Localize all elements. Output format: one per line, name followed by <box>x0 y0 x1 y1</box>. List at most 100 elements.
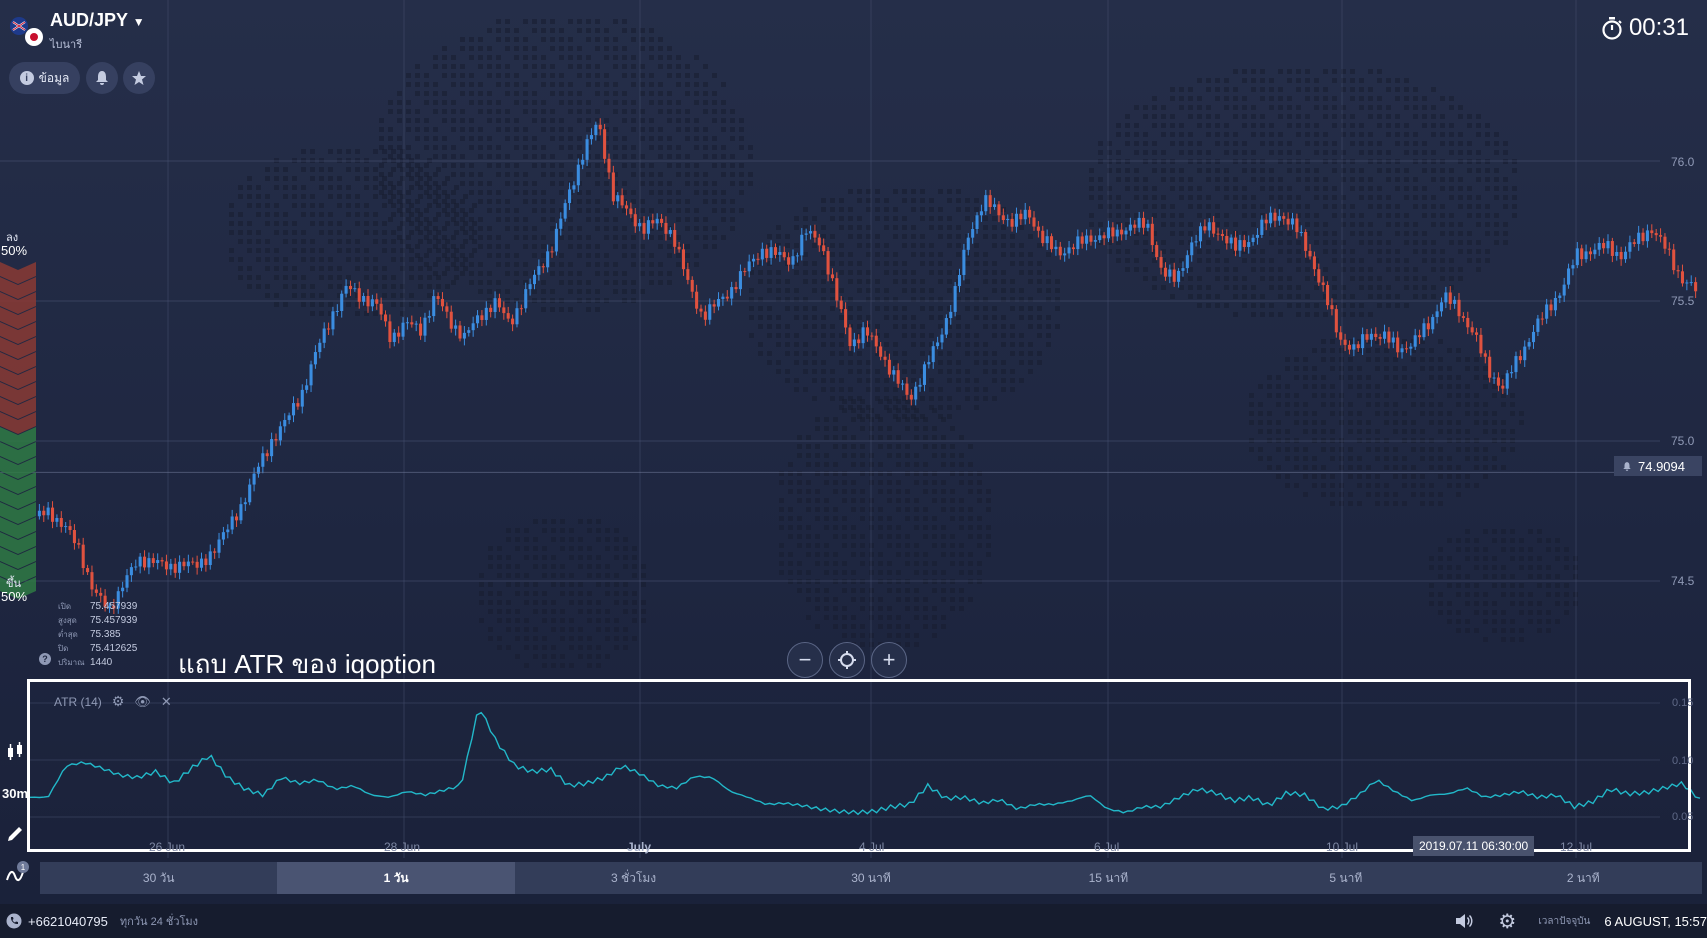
map-dot <box>929 351 934 356</box>
map-dot <box>806 444 811 449</box>
map-dot <box>415 217 420 222</box>
timeframe-tab[interactable]: 30 วัน <box>142 870 175 885</box>
map-dot <box>730 118 735 123</box>
map-dot <box>914 417 919 422</box>
map-dot <box>1411 465 1416 470</box>
eye-icon[interactable]: 👁 <box>134 693 151 709</box>
price-chart[interactable] <box>0 0 1707 858</box>
map-dot <box>860 624 865 629</box>
favorite-button[interactable] <box>123 62 155 94</box>
support-phone[interactable]: +6621040795 <box>6 913 108 929</box>
map-dot <box>247 275 252 280</box>
timeframe-tab[interactable]: 30 นาที <box>851 870 891 885</box>
indicators-button[interactable]: 1 <box>0 857 30 895</box>
map-dot <box>1501 538 1506 543</box>
map-dot <box>839 387 844 392</box>
ohlc-row: เปิด 75.457939 <box>58 600 137 614</box>
map-dot <box>803 351 808 356</box>
map-dot <box>469 190 474 195</box>
help-icon[interactable]: ? <box>39 653 51 665</box>
map-dot <box>815 489 820 494</box>
map-dot <box>1296 213 1301 218</box>
candle-body <box>173 563 177 573</box>
map-dot <box>1456 420 1461 425</box>
map-dot <box>433 199 438 204</box>
map-dot <box>532 73 537 78</box>
zoom-in-button[interactable]: + <box>871 642 907 678</box>
map-dot <box>1440 96 1445 101</box>
map-dot <box>851 525 856 530</box>
speaker-icon[interactable] <box>1454 912 1474 930</box>
map-dot <box>950 444 955 449</box>
timeframe-tab[interactable]: 5 นาที <box>1329 870 1363 885</box>
map-dot <box>400 221 405 226</box>
map-dot <box>857 216 862 221</box>
map-dot <box>1278 141 1283 146</box>
map-dot <box>839 342 844 347</box>
map-dot <box>1350 69 1355 74</box>
map-dot <box>658 100 663 105</box>
map-dot <box>1251 132 1256 137</box>
drawing-tools-button[interactable] <box>0 815 30 853</box>
map-dot <box>1519 411 1524 416</box>
map-dot <box>400 194 405 199</box>
map-dot <box>1242 78 1247 83</box>
map-dot <box>1465 601 1470 606</box>
map-dot <box>541 109 546 114</box>
candle-body <box>594 124 598 136</box>
map-dot <box>1206 303 1211 308</box>
map-dot <box>860 489 865 494</box>
map-dot <box>550 127 555 132</box>
timeframe-tab[interactable]: 1 วัน <box>277 862 515 894</box>
asset-flag-icon[interactable] <box>6 14 44 48</box>
recenter-button[interactable] <box>829 642 865 678</box>
map-dot <box>923 444 928 449</box>
asset-selector[interactable]: AUD/JPY ▼ <box>50 10 145 31</box>
map-dot <box>905 606 910 611</box>
close-icon[interactable]: ✕ <box>160 693 172 709</box>
map-dot <box>436 212 441 217</box>
map-dot <box>478 280 483 285</box>
zoom-out-button[interactable]: − <box>787 642 823 678</box>
map-dot <box>532 154 537 159</box>
map-dot <box>568 172 573 177</box>
timeframe-tab[interactable]: 2 นาที <box>1566 870 1600 885</box>
map-dot <box>301 203 306 208</box>
map-dot <box>676 118 681 123</box>
map-dot <box>1260 249 1265 254</box>
candle-body <box>401 322 405 337</box>
candle-body <box>1606 241 1610 249</box>
map-dot <box>947 351 952 356</box>
map-dot <box>560 546 565 551</box>
alert-button[interactable] <box>86 62 118 94</box>
map-dot <box>622 226 627 231</box>
map-dot <box>569 573 574 578</box>
map-dot <box>905 498 910 503</box>
candle-body <box>1483 353 1487 357</box>
gear-icon[interactable]: ⚙ <box>1498 910 1517 933</box>
candle-body <box>1435 311 1439 318</box>
map-dot <box>559 271 564 276</box>
map-dot <box>1413 276 1418 281</box>
price-alert-marker[interactable]: 74.9094 <box>1614 456 1702 476</box>
chart-type-button[interactable] <box>0 733 30 771</box>
map-dot <box>1348 339 1353 344</box>
map-dot <box>587 528 592 533</box>
map-dot <box>1447 375 1452 380</box>
indicator-count-badge: 1 <box>17 861 29 873</box>
map-dot <box>406 154 411 159</box>
info-button[interactable]: i ข้อมูล <box>9 62 80 94</box>
timeframe-button[interactable]: 30m <box>0 774 30 812</box>
map-dot <box>1476 177 1481 182</box>
map-dot <box>595 208 600 213</box>
timeframe-tab[interactable]: 15 นาที <box>1088 870 1129 885</box>
map-dot <box>833 552 838 557</box>
map-dot <box>523 109 528 114</box>
timeframe-tab[interactable]: 3 ชั่วโมง <box>611 870 657 885</box>
map-dot <box>301 248 306 253</box>
map-dot <box>265 212 270 217</box>
gear-icon[interactable]: ⚙ <box>111 693 125 709</box>
candle-body <box>46 507 50 516</box>
map-dot <box>1474 366 1479 371</box>
map-dot <box>866 198 871 203</box>
